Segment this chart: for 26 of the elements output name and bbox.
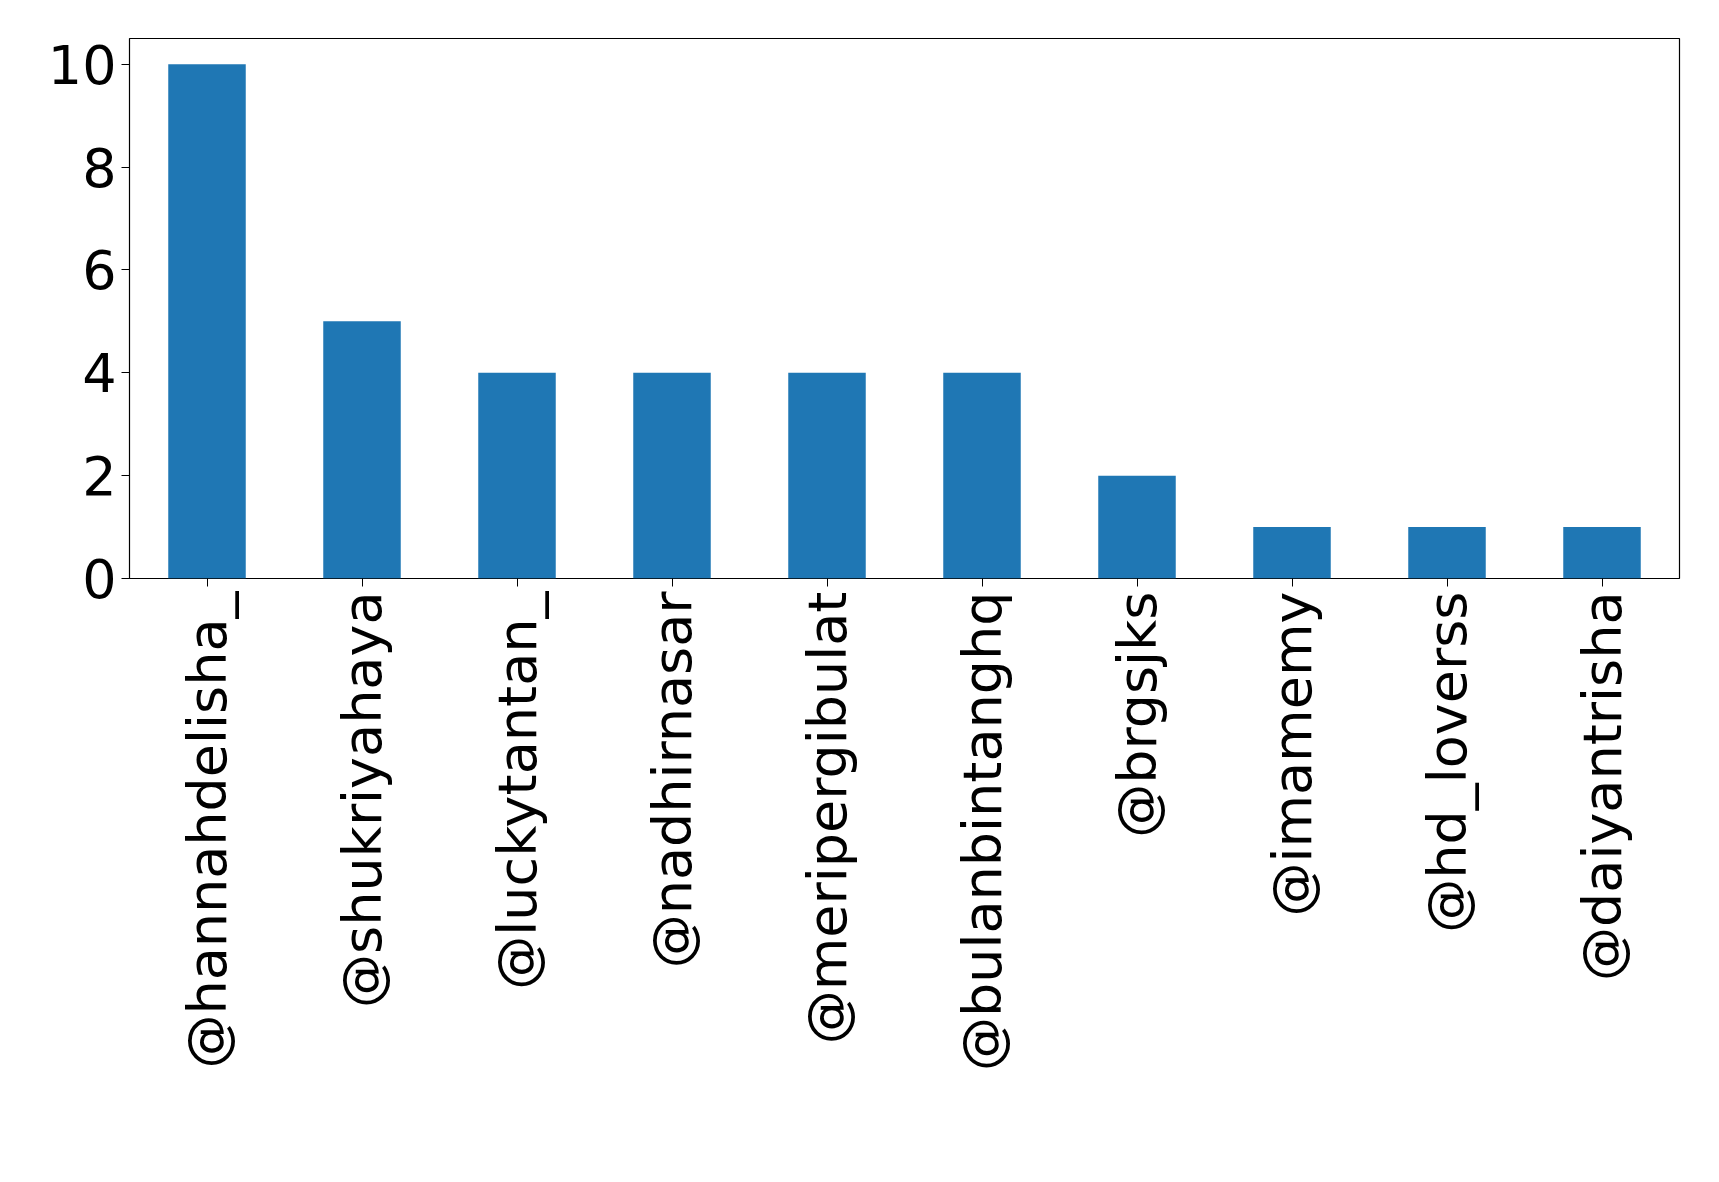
x-tick-label: @hannahdelisha_ (175, 590, 239, 1069)
x-tick-label: @hd_loverss (1415, 591, 1479, 933)
y-tick-label: 8 (82, 136, 117, 200)
x-tick-label: @brgsjks (1105, 591, 1169, 838)
bar (1098, 475, 1176, 579)
bar (633, 372, 711, 579)
y-tick-label: 2 (82, 445, 117, 509)
x-tick-label: @imamemy (1260, 591, 1324, 917)
bar (168, 64, 246, 579)
x-tick-label: @luckytantan_ (485, 590, 549, 990)
bar (788, 372, 866, 579)
x-tick-label: @nadhirnasar (640, 590, 704, 969)
y-tick-label: 6 (82, 239, 117, 303)
bar (943, 372, 1021, 579)
bar (1253, 527, 1331, 579)
bar (1408, 527, 1486, 579)
y-tick-label: 0 (82, 548, 117, 611)
bar (323, 321, 401, 579)
x-tick-label: @daiyantrisha (1570, 591, 1634, 981)
x-tick-label: @bulanbintanghq (950, 591, 1014, 1072)
bar (478, 372, 556, 579)
x-tick-label: @meripergibulat (795, 591, 859, 1045)
bar (1563, 527, 1641, 579)
x-tick-label: @shukriyahaya (330, 591, 394, 1008)
y-tick-label: 10 (47, 33, 117, 97)
y-tick-label: 4 (82, 342, 117, 406)
